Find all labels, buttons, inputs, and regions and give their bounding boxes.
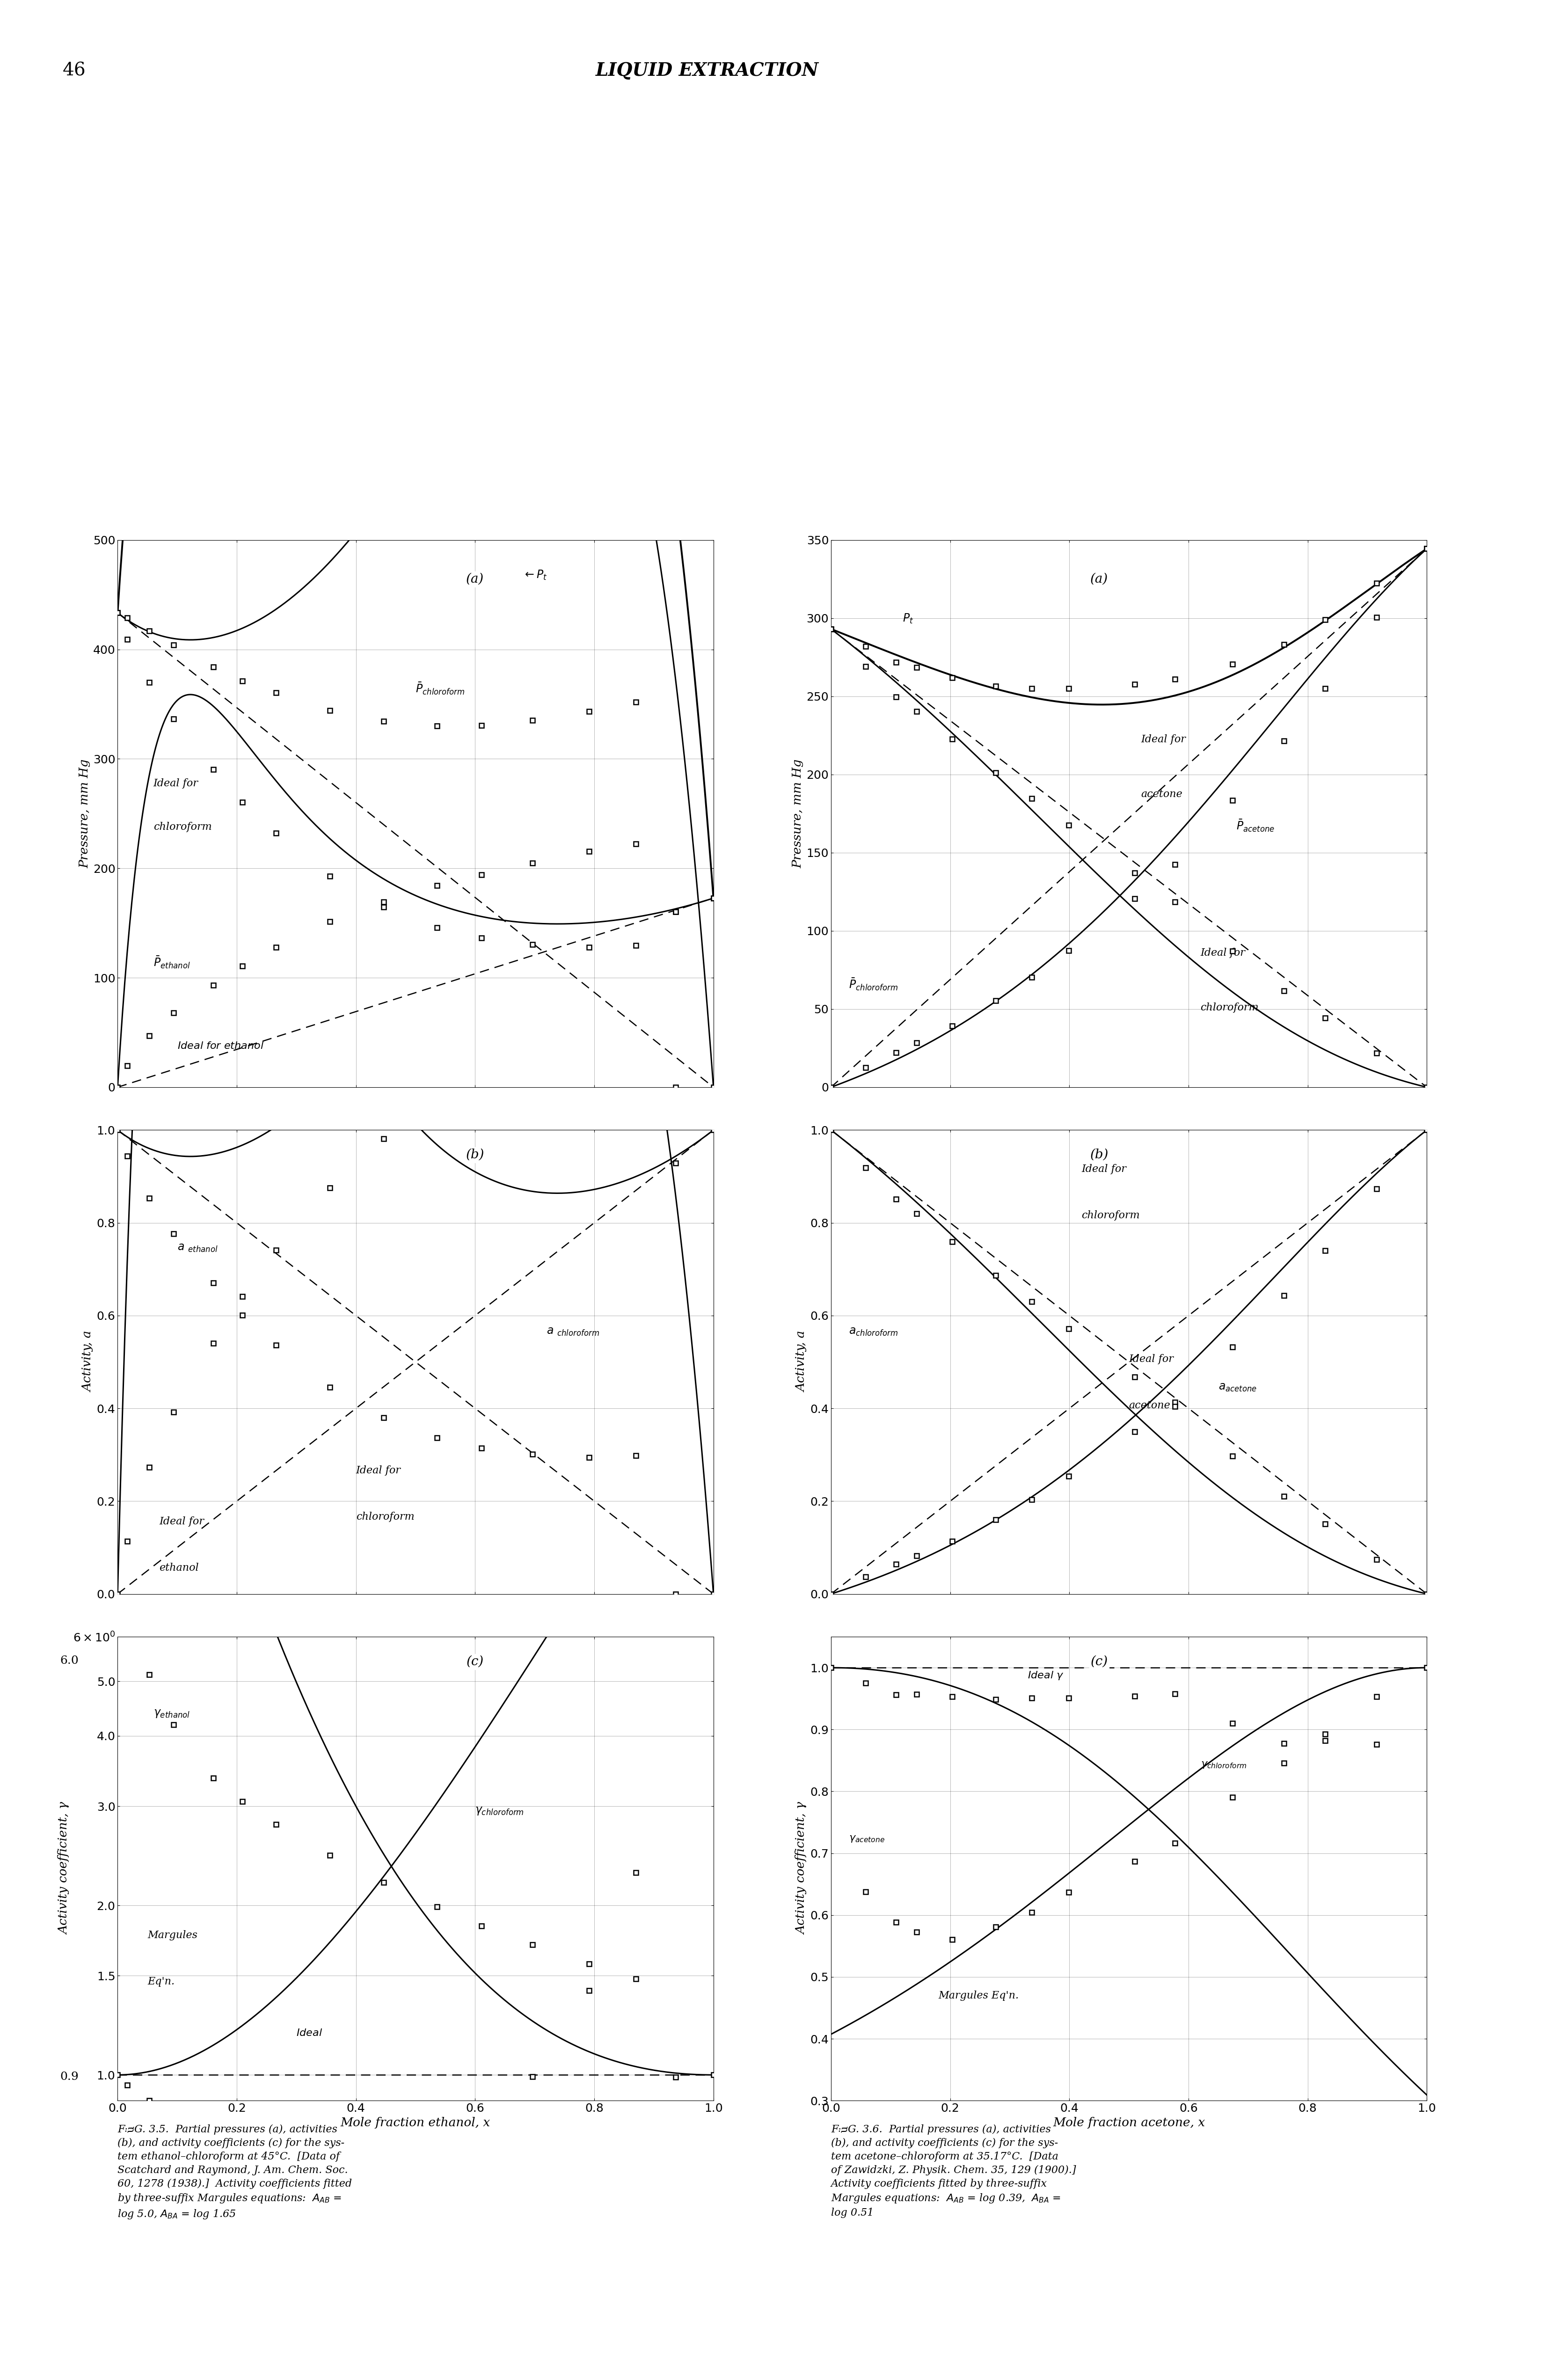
Text: Ideal for: Ideal for bbox=[1201, 947, 1245, 959]
Text: 0.9: 0.9 bbox=[60, 2072, 78, 2082]
Text: (a): (a) bbox=[466, 573, 485, 585]
Text: Margules Eq'n.: Margules Eq'n. bbox=[938, 1991, 1019, 2001]
Text: (b): (b) bbox=[1090, 1149, 1109, 1161]
Text: Ideal for: Ideal for bbox=[356, 1465, 401, 1475]
Text: acetone: acetone bbox=[1142, 790, 1182, 799]
Text: $\gamma_{ethanol}$: $\gamma_{ethanol}$ bbox=[154, 1708, 190, 1720]
Y-axis label: Activity coefficient, γ: Activity coefficient, γ bbox=[58, 1803, 71, 1934]
Text: Ideal for: Ideal for bbox=[154, 778, 198, 787]
Text: FᴞG. 3.5.  Partial pressures (a), activities
(b), and activity coefficients (c) : FᴞG. 3.5. Partial pressures (a), activit… bbox=[118, 2124, 353, 2220]
X-axis label: Mole fraction acetone, x: Mole fraction acetone, x bbox=[1052, 2117, 1206, 2129]
Text: 46: 46 bbox=[63, 62, 86, 79]
Text: $\mathit{Ideal\ for\ ethanol}$: $\mathit{Ideal\ for\ ethanol}$ bbox=[177, 1042, 263, 1052]
Text: $\gamma_{chloroform}$: $\gamma_{chloroform}$ bbox=[475, 1806, 524, 1815]
Text: $a\ _{chloroform}$: $a\ _{chloroform}$ bbox=[547, 1325, 599, 1337]
Y-axis label: Activity coefficient, γ: Activity coefficient, γ bbox=[797, 1803, 808, 1934]
Y-axis label: Activity, a: Activity, a bbox=[797, 1332, 808, 1392]
Text: $\bar{P}_{chloroform}$: $\bar{P}_{chloroform}$ bbox=[416, 683, 464, 697]
Text: FᴞG. 3.6.  Partial pressures (a), activities
(b), and activity coefficients (c) : FᴞG. 3.6. Partial pressures (a), activit… bbox=[831, 2124, 1076, 2217]
Text: Eq'n.: Eq'n. bbox=[147, 1977, 174, 1986]
Text: $\bar{P}_{acetone}$: $\bar{P}_{acetone}$ bbox=[1236, 818, 1275, 833]
Text: Ideal for: Ideal for bbox=[160, 1515, 204, 1527]
Text: $a_{acetone}$: $a_{acetone}$ bbox=[1218, 1382, 1258, 1392]
Text: $\gamma_{acetone}$: $\gamma_{acetone}$ bbox=[848, 1834, 884, 1844]
Text: Margules: Margules bbox=[147, 1929, 198, 1941]
Text: (a): (a) bbox=[1090, 573, 1109, 585]
Text: $\gamma_{chloroform}$: $\gamma_{chloroform}$ bbox=[1201, 1758, 1247, 1770]
Text: $a_{chloroform}$: $a_{chloroform}$ bbox=[848, 1325, 898, 1337]
Text: (c): (c) bbox=[1090, 1656, 1109, 1668]
Text: (c): (c) bbox=[466, 1656, 485, 1668]
X-axis label: Mole fraction ethanol, x: Mole fraction ethanol, x bbox=[340, 2117, 491, 2129]
Text: Ideal for: Ideal for bbox=[1129, 1354, 1174, 1363]
Text: chloroform: chloroform bbox=[356, 1511, 414, 1523]
Text: chloroform: chloroform bbox=[1201, 1002, 1259, 1013]
Text: chloroform: chloroform bbox=[1082, 1211, 1140, 1220]
Text: Ideal for: Ideal for bbox=[1082, 1163, 1126, 1175]
Y-axis label: Pressure, mm Hg: Pressure, mm Hg bbox=[792, 759, 804, 868]
Text: $a\ _{ethanol}$: $a\ _{ethanol}$ bbox=[177, 1242, 218, 1254]
Text: Ideal for: Ideal for bbox=[1142, 735, 1185, 745]
Text: $\leftarrow P_t$: $\leftarrow P_t$ bbox=[522, 569, 547, 580]
Text: $Ideal$: $Ideal$ bbox=[296, 2027, 323, 2039]
Text: (b): (b) bbox=[466, 1149, 485, 1161]
Text: $\bar{P}_{ethanol}$: $\bar{P}_{ethanol}$ bbox=[154, 956, 190, 971]
Text: ethanol: ethanol bbox=[160, 1563, 199, 1573]
Text: $\bar{P}_{chloroform}$: $\bar{P}_{chloroform}$ bbox=[848, 978, 898, 992]
Text: LIQUID EXTRACTION: LIQUID EXTRACTION bbox=[596, 62, 818, 79]
Text: $P_t$: $P_t$ bbox=[903, 614, 914, 626]
Y-axis label: Pressure, mm Hg: Pressure, mm Hg bbox=[78, 759, 91, 868]
Text: $Ideal\ \gamma$: $Ideal\ \gamma$ bbox=[1027, 1670, 1065, 1682]
Text: acetone: acetone bbox=[1129, 1401, 1170, 1411]
Y-axis label: Activity, a: Activity, a bbox=[83, 1332, 94, 1392]
Text: 6.0: 6.0 bbox=[60, 1656, 78, 1665]
Text: chloroform: chloroform bbox=[154, 823, 212, 833]
